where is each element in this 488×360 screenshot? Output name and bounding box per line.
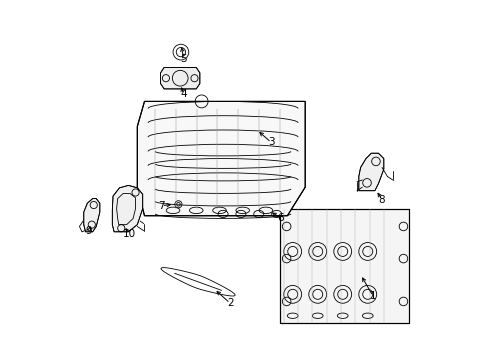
Text: 7: 7 [158, 201, 164, 211]
Polygon shape [112, 185, 142, 232]
Polygon shape [280, 208, 408, 323]
Text: 4: 4 [180, 89, 187, 99]
Polygon shape [358, 153, 383, 191]
Text: 2: 2 [226, 298, 233, 308]
Text: 10: 10 [122, 229, 136, 239]
Text: 3: 3 [267, 138, 274, 148]
Polygon shape [83, 199, 100, 232]
Text: 1: 1 [369, 291, 376, 301]
Text: 8: 8 [378, 195, 385, 204]
Text: 5: 5 [180, 54, 187, 64]
Text: 9: 9 [85, 226, 92, 236]
Polygon shape [160, 67, 200, 89]
Text: 6: 6 [276, 212, 283, 222]
Polygon shape [137, 102, 305, 216]
